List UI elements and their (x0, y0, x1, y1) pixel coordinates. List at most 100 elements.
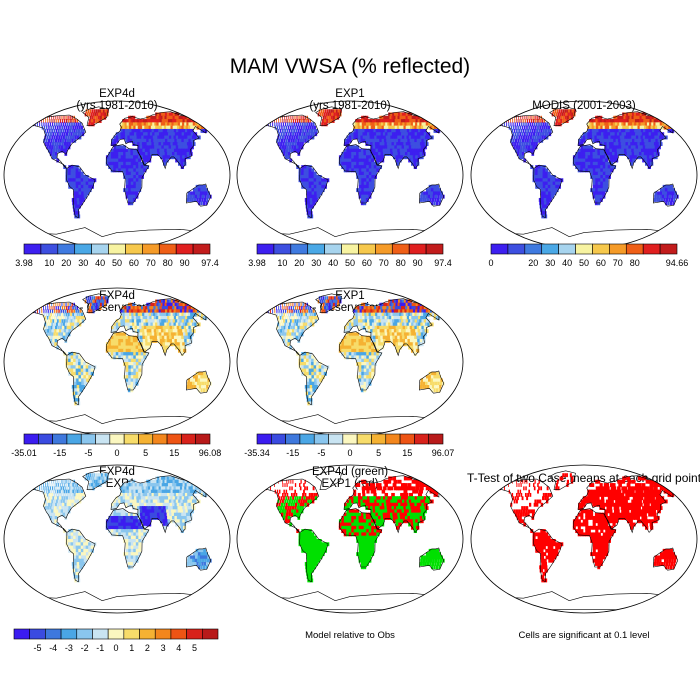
map-cell (363, 375, 367, 380)
map-cell (351, 132, 355, 137)
map-cell (161, 148, 166, 153)
map-cell (368, 181, 372, 186)
map-cell (163, 332, 168, 337)
colorbar-swatch (192, 243, 211, 255)
map-cell (153, 306, 158, 310)
map-cell (161, 145, 165, 150)
colorbar-swatch (299, 433, 315, 445)
map-cell (395, 342, 399, 347)
map-cell (124, 315, 128, 320)
map-cell (161, 322, 166, 327)
map-cell (284, 329, 288, 333)
map-cell (499, 119, 501, 123)
map-cell (522, 128, 525, 133)
map-cell (402, 155, 407, 160)
map-cell (162, 155, 166, 160)
map-cell (335, 109, 338, 114)
map-cell (272, 309, 274, 314)
map-cell (382, 119, 386, 123)
map-cell (160, 302, 165, 307)
map-cell (595, 161, 599, 166)
map-cell (400, 155, 404, 160)
map-cell (137, 342, 142, 347)
map-cell (394, 306, 399, 310)
map-cell (63, 332, 66, 337)
map-cell (435, 375, 439, 380)
map-cell (286, 145, 289, 150)
map-cell (55, 135, 58, 140)
map-cell (301, 368, 305, 373)
map-cell (47, 115, 48, 120)
map-cell (74, 322, 77, 327)
map-cell (164, 338, 169, 343)
map-cell (73, 171, 77, 176)
map-cell (540, 175, 544, 179)
map-cell (307, 201, 312, 206)
map-cell (189, 128, 194, 133)
colorbar-label: 50 (579, 258, 589, 268)
map-cell (373, 161, 377, 166)
map-cell (358, 352, 362, 357)
map-cell (147, 306, 151, 310)
map-cell (368, 315, 373, 320)
map-cell (388, 135, 392, 140)
map-cell (50, 319, 52, 324)
map-cell (624, 119, 629, 123)
map-cell (662, 184, 666, 189)
map-cell (516, 142, 519, 146)
map-cell (299, 315, 302, 320)
map-cell (108, 342, 112, 347)
map-cell (555, 112, 558, 117)
map-cell (105, 342, 109, 347)
map-cell (385, 338, 389, 343)
map-cell (408, 122, 413, 127)
map-cell (133, 184, 137, 189)
map-cell (512, 132, 515, 137)
map-cell (542, 165, 546, 170)
map-cell (92, 299, 95, 304)
map-cell (406, 322, 411, 327)
map-cell (44, 329, 47, 333)
colorbar-label: 90 (180, 258, 190, 268)
map-cell (75, 175, 79, 179)
map-cell (287, 325, 291, 330)
map-cell (173, 315, 178, 320)
map-cell (605, 184, 609, 189)
map-cell (389, 142, 393, 146)
map-cell (60, 135, 63, 140)
map-cell (377, 332, 381, 337)
map-cell (411, 315, 416, 320)
map-cell (363, 175, 367, 179)
map-cell (368, 348, 372, 353)
map-cell (137, 335, 141, 340)
map-cell (148, 302, 152, 307)
colorbar-swatch (108, 243, 126, 255)
map-cell (311, 171, 315, 176)
map-cell (132, 329, 136, 333)
map-cell (77, 319, 80, 324)
map-cell (566, 115, 569, 120)
map-cell (142, 155, 147, 160)
map-cell (80, 181, 84, 186)
map-cell (301, 171, 305, 176)
map-cell (160, 309, 165, 314)
map-cell (61, 302, 63, 307)
map-cell (291, 135, 294, 140)
map-cell (537, 165, 541, 170)
map-cell (323, 122, 326, 127)
map-cell (60, 148, 63, 153)
map-cell (178, 315, 183, 320)
map-cell (140, 306, 145, 310)
map-cell (358, 178, 362, 183)
map-cell (276, 122, 278, 127)
map-cell (131, 132, 135, 137)
map-cell (674, 122, 680, 127)
map-cell (376, 348, 380, 353)
map-cell (276, 119, 277, 123)
map-cell (314, 132, 318, 137)
map-cell (363, 165, 367, 170)
map-cell (403, 125, 408, 130)
map-cell (387, 338, 392, 343)
map-cell (158, 319, 163, 324)
map-cell (366, 358, 370, 363)
